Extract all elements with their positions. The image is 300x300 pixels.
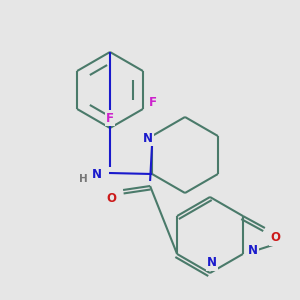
Text: O: O [106,191,116,205]
Text: N: N [248,244,258,256]
Text: N: N [143,131,153,145]
Text: N: N [92,169,102,182]
Text: O: O [270,232,280,244]
Text: F: F [149,97,157,110]
Text: H: H [79,174,87,184]
Text: F: F [106,112,114,124]
Text: N: N [207,256,217,269]
